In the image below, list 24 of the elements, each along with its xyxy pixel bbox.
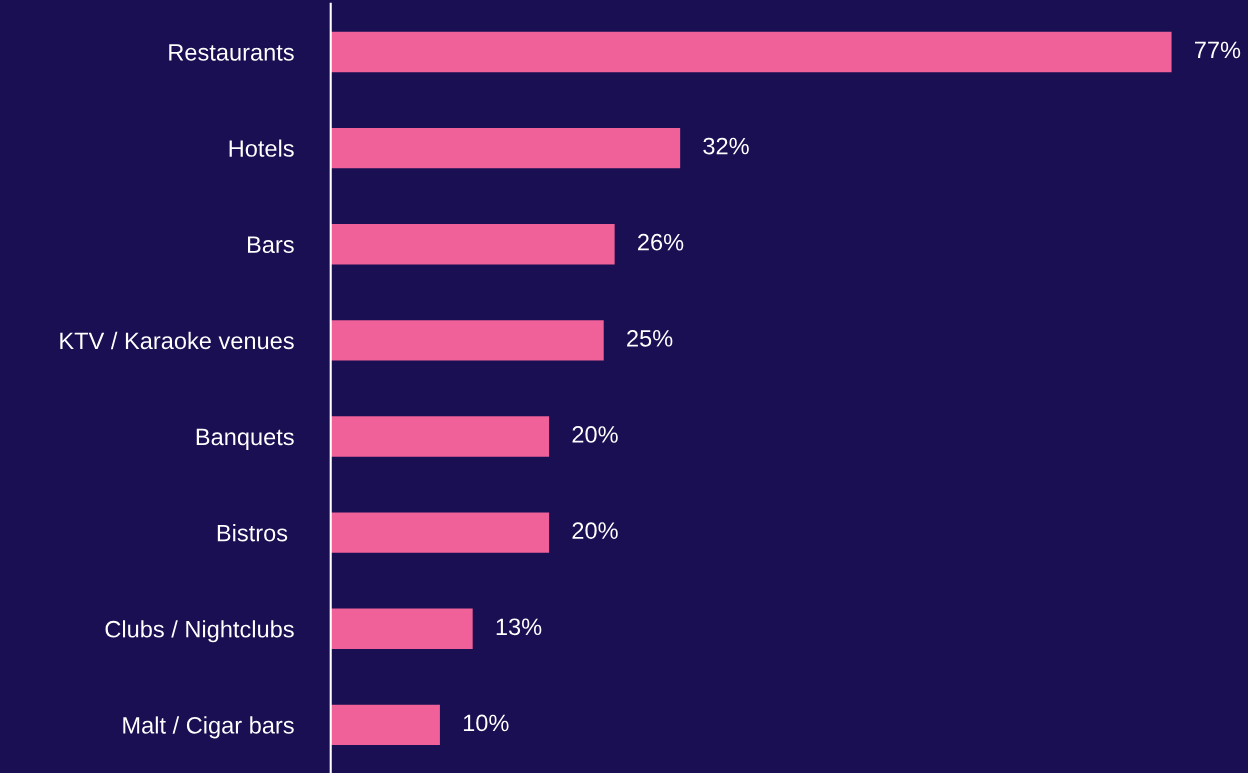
- data-label: 13%: [496, 618, 542, 636]
- bar: [330, 31, 1172, 73]
- data-label: 10%: [463, 714, 509, 732]
- y-tick-label: Hotels: [229, 139, 294, 157]
- bar: [330, 127, 681, 169]
- data-label: 77%: [1194, 41, 1241, 59]
- data-label: 32%: [703, 137, 749, 155]
- y-tick-label: Bistros: [217, 524, 288, 542]
- data-label: 20%: [572, 522, 618, 539]
- y-tick-label: Restaurants: [169, 44, 294, 61]
- bar: [330, 608, 473, 649]
- data-label: 26%: [638, 233, 684, 251]
- y-tick-label: Clubs / Nightclubs: [105, 620, 294, 643]
- bar: [330, 224, 615, 265]
- y-tick-label: Bars: [248, 236, 294, 254]
- bar: [330, 512, 550, 553]
- bar: [330, 704, 440, 746]
- bar: [330, 320, 604, 361]
- y-tick-label: Malt / Cigar bars: [123, 716, 294, 739]
- bar: [330, 416, 550, 457]
- y-tick-label: Banquets: [196, 428, 294, 450]
- data-label: 20%: [572, 426, 618, 443]
- data-label: 25%: [627, 329, 673, 347]
- y-tick-label: KTV / Karaoke venues: [60, 331, 294, 350]
